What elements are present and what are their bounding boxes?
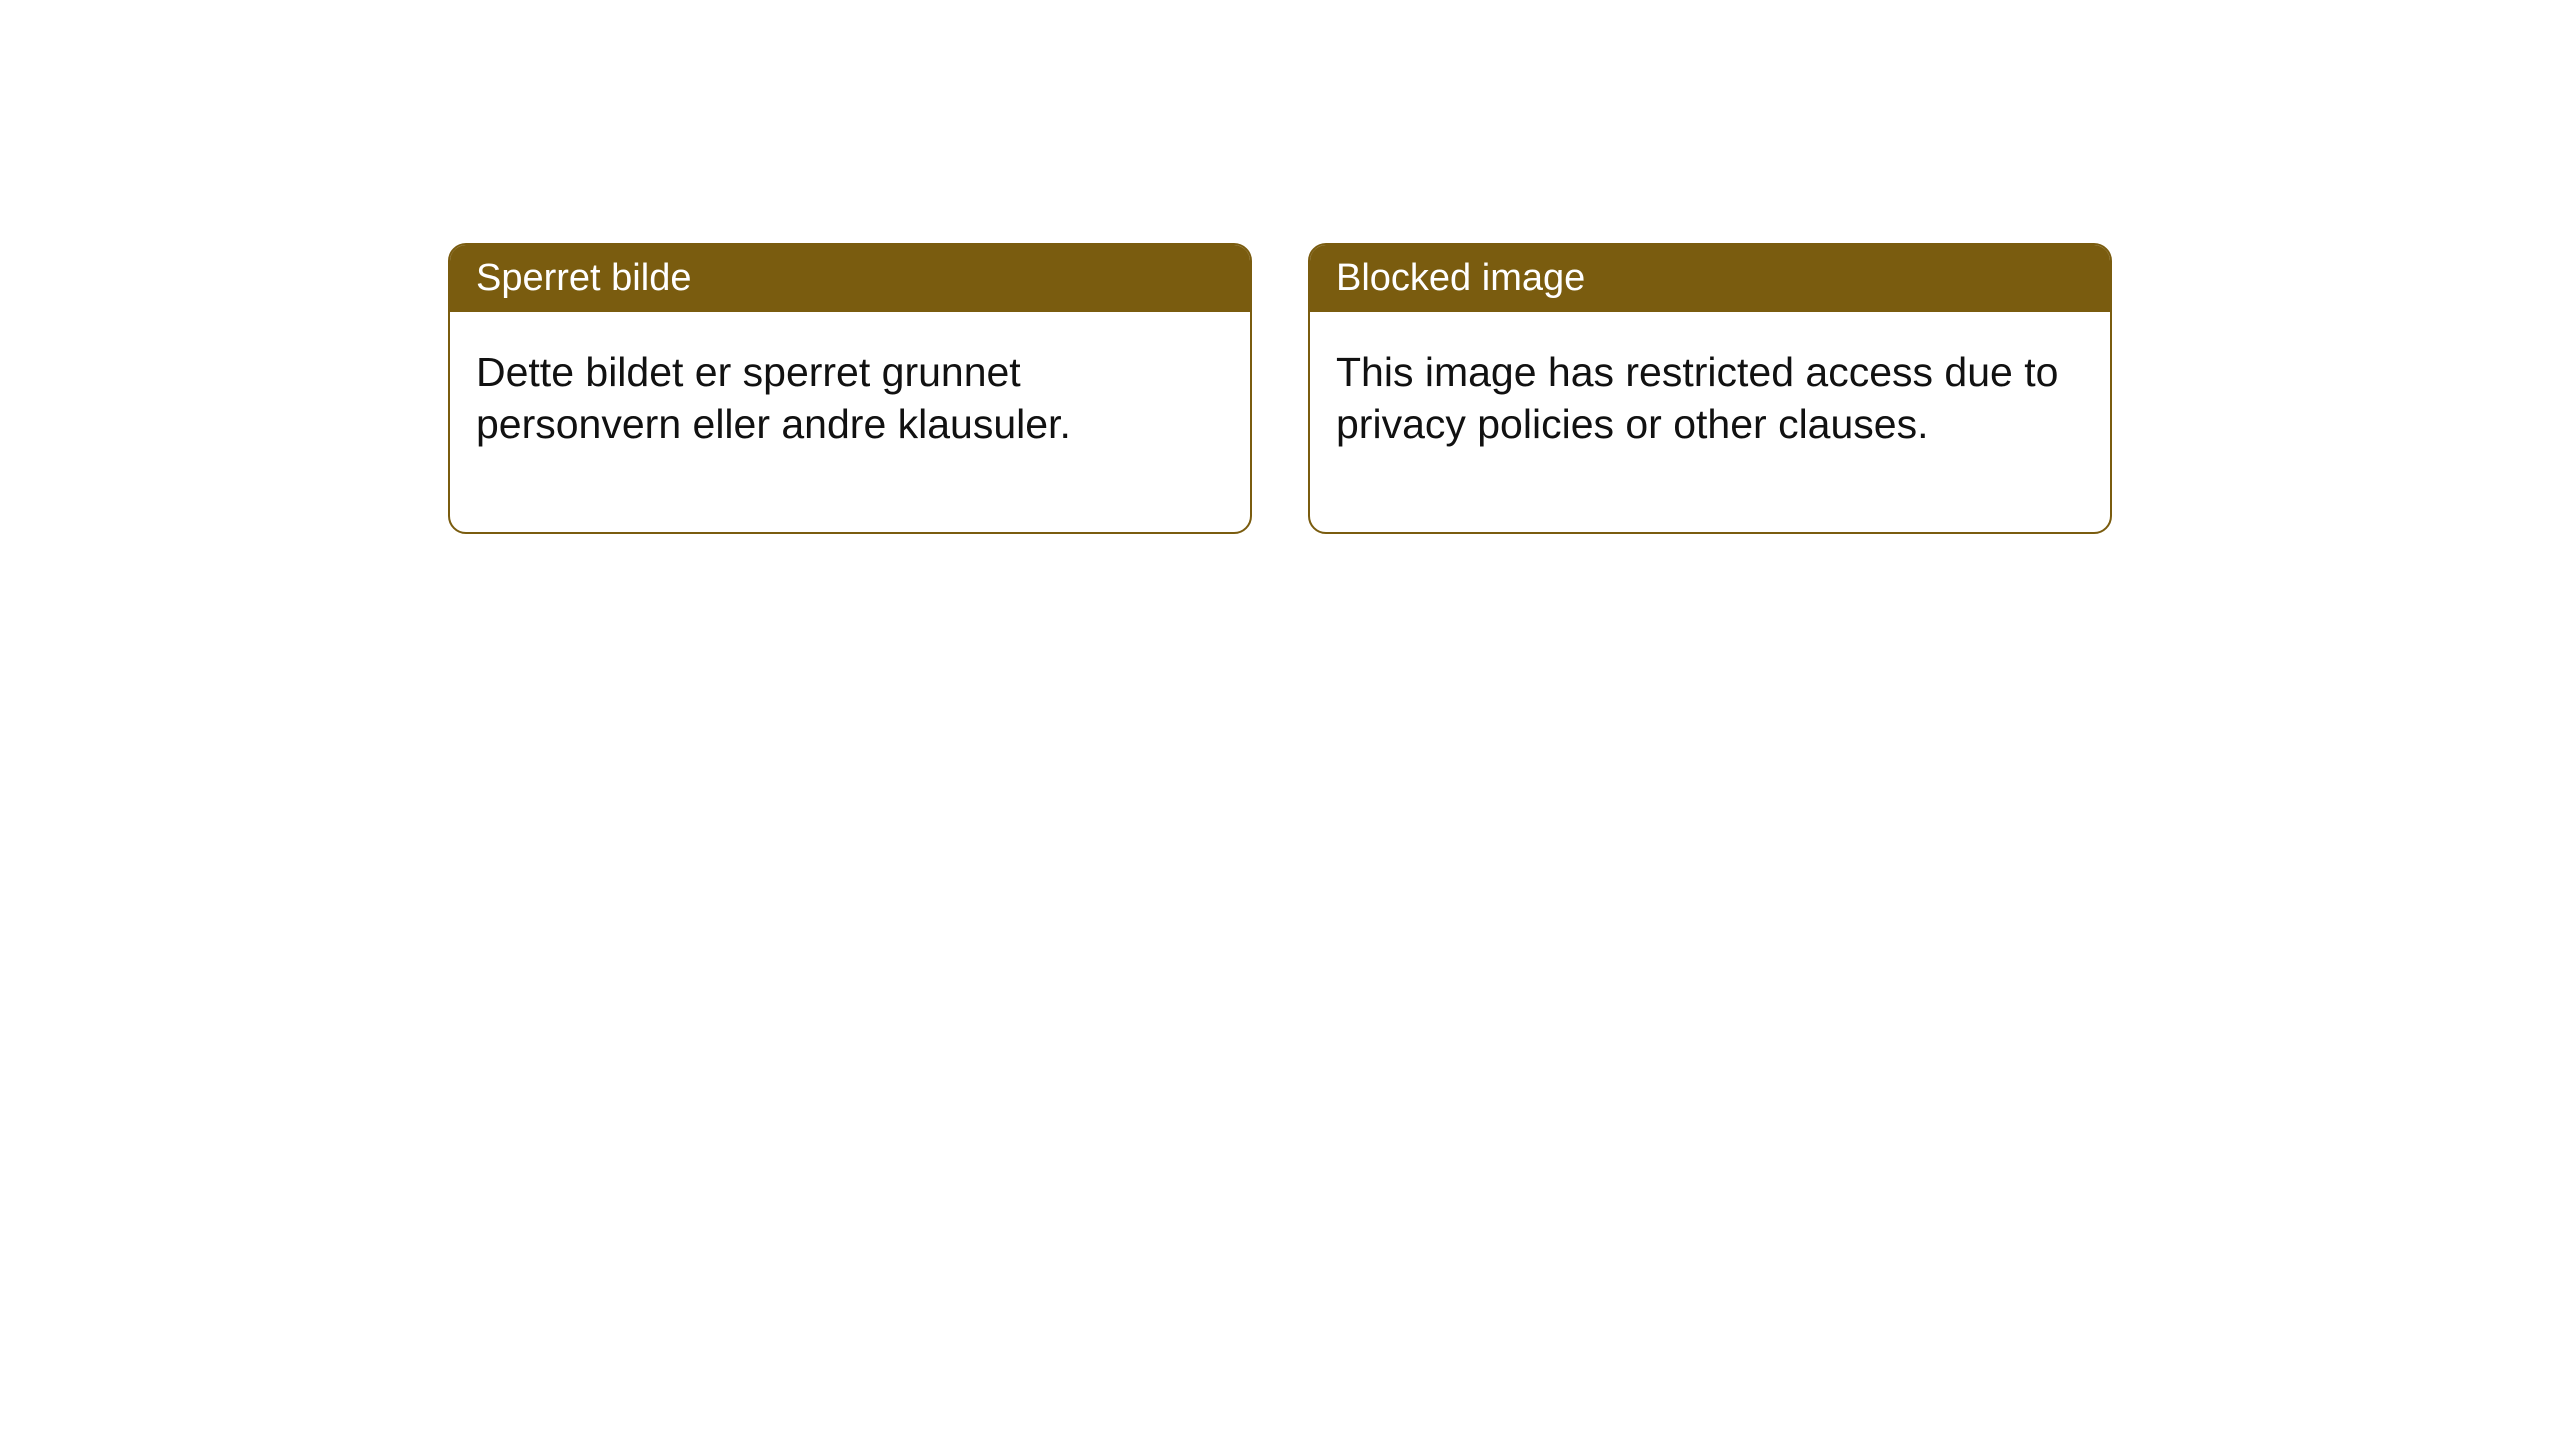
- notice-card-english: Blocked image This image has restricted …: [1308, 243, 2112, 534]
- notice-card-header: Blocked image: [1310, 245, 2110, 312]
- notice-card-header: Sperret bilde: [450, 245, 1250, 312]
- notice-card-body: Dette bildet er sperret grunnet personve…: [450, 312, 1250, 532]
- notice-card-text: This image has restricted access due to …: [1336, 349, 2058, 447]
- notice-card-text: Dette bildet er sperret grunnet personve…: [476, 349, 1071, 447]
- notice-card-title: Sperret bilde: [476, 257, 691, 299]
- notice-card-title: Blocked image: [1336, 257, 1585, 299]
- notice-card-norwegian: Sperret bilde Dette bildet er sperret gr…: [448, 243, 1252, 534]
- notice-cards-container: Sperret bilde Dette bildet er sperret gr…: [448, 243, 2112, 534]
- notice-card-body: This image has restricted access due to …: [1310, 312, 2110, 532]
